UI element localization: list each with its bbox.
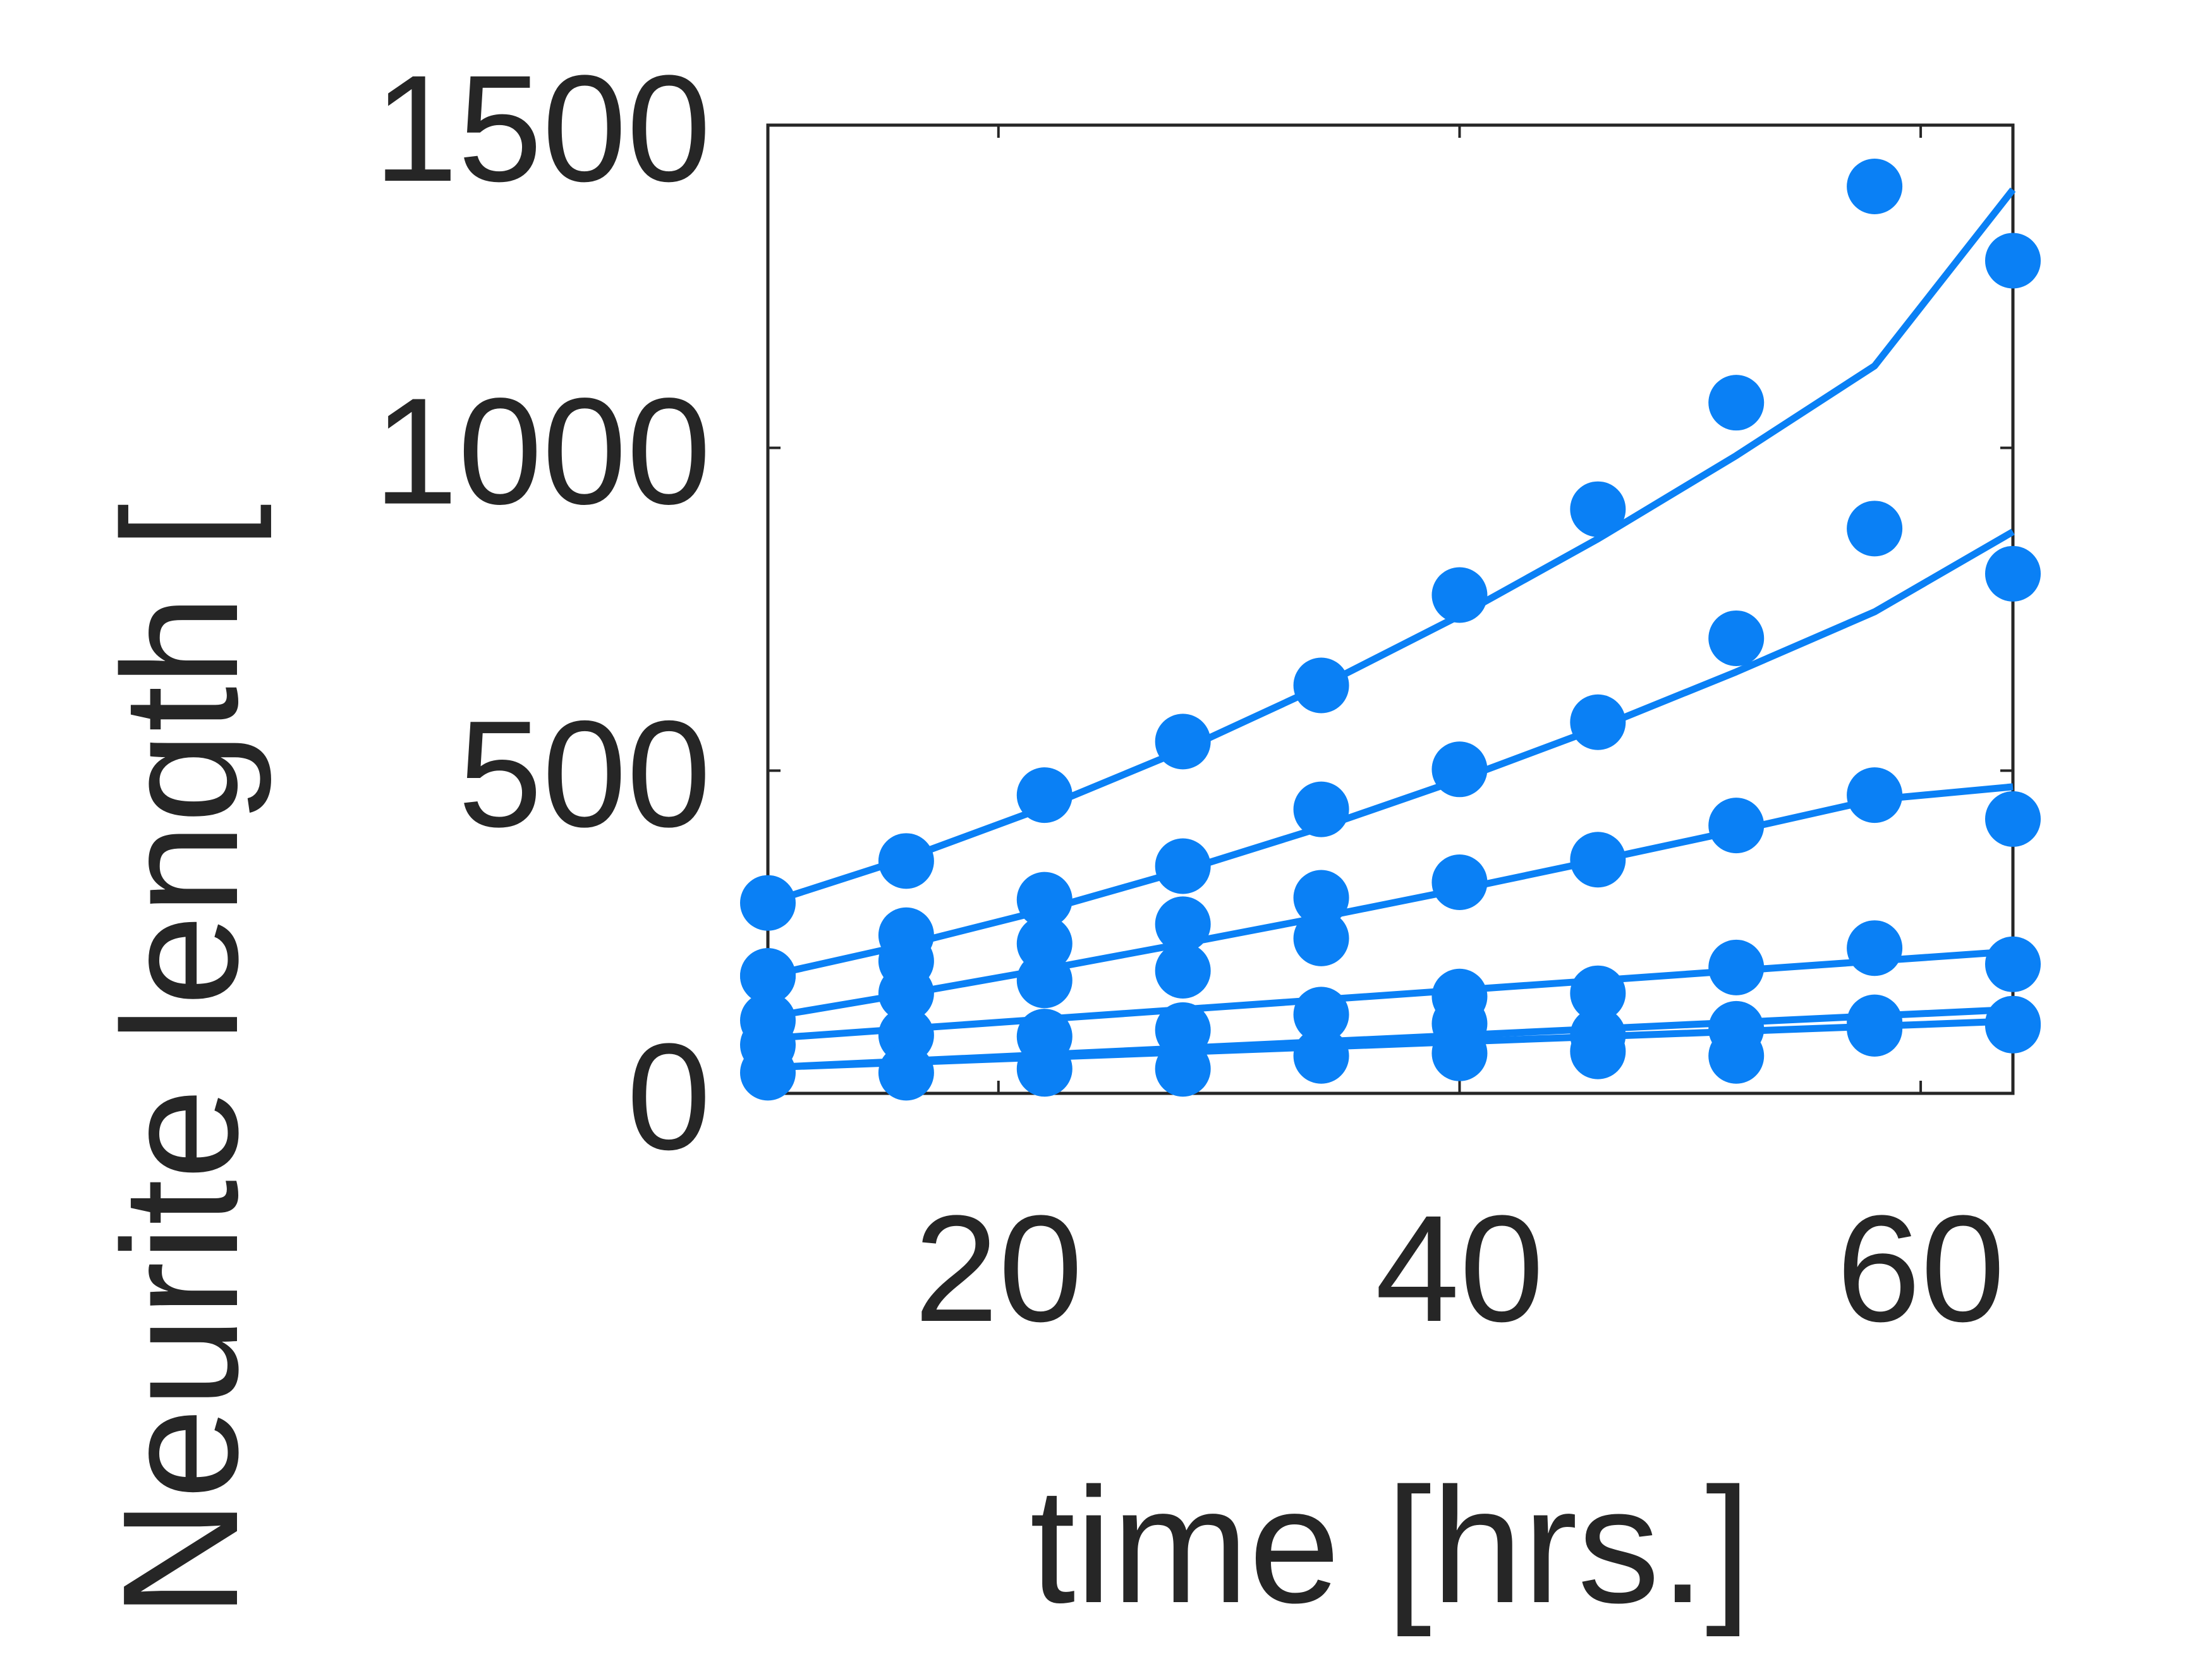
data-point (1293, 870, 1349, 926)
data-point (1847, 159, 1903, 215)
data-point (1708, 939, 1765, 995)
data-point (1847, 1000, 1903, 1057)
y-tick-labels: 0 500 1000 1500 (374, 44, 711, 1181)
y-axis-label: Neurite length [ (89, 503, 273, 1618)
data-point (1570, 832, 1626, 888)
x-axis-label: time [hrs.] (1030, 1454, 1751, 1638)
data-point (1155, 714, 1211, 770)
data-point (1016, 767, 1073, 823)
data-point (1708, 610, 1765, 666)
data-point (1985, 936, 2041, 992)
data-point (1431, 854, 1488, 911)
data-point (740, 1045, 796, 1101)
fit-line-3 (767, 783, 2014, 1021)
x-tick-labels: 20 40 60 (914, 1184, 2005, 1353)
data-point (1570, 694, 1626, 750)
data-point (740, 948, 796, 1004)
fit-line-4 (767, 947, 2014, 1042)
data-point (1985, 791, 2041, 847)
data-point (1293, 657, 1349, 714)
data-point (878, 1045, 934, 1101)
data-point (1847, 501, 1903, 557)
data-point (1293, 987, 1349, 1043)
data-point (740, 875, 796, 931)
data-point (1847, 920, 1903, 976)
data-point (1431, 567, 1488, 623)
data-point (1847, 767, 1903, 823)
fit-lines (767, 187, 2016, 1071)
x-tick-label: 60 (1837, 1184, 2005, 1353)
data-point (1293, 1028, 1349, 1084)
data-point (1708, 1028, 1765, 1084)
data-point (1155, 1041, 1211, 1097)
plot-area (766, 123, 2015, 1095)
fit-line-1 (767, 187, 2016, 906)
y-tick-label: 500 (458, 689, 711, 858)
data-point (1431, 1025, 1488, 1081)
x-tick-label: 40 (1375, 1184, 1544, 1353)
data-point (1570, 1023, 1626, 1079)
data-point (1016, 1041, 1073, 1097)
data-point (1293, 910, 1349, 966)
data-point (878, 833, 934, 889)
data-point (1155, 942, 1211, 999)
y-tick-label: 0 (627, 1012, 711, 1181)
data-point (1293, 781, 1349, 837)
data-point (1708, 798, 1765, 854)
data-point (1155, 1002, 1211, 1058)
data-point (1985, 233, 2041, 289)
x-tick-label: 20 (914, 1184, 1083, 1353)
data-point (1155, 896, 1211, 952)
data-point (878, 965, 934, 1021)
y-tick-label: 1000 (374, 367, 711, 536)
data-point (1985, 545, 2041, 602)
y-tick-label: 1500 (374, 44, 711, 213)
data-point (1016, 952, 1073, 1009)
data-points (740, 159, 2041, 1101)
axis-ticks (768, 124, 2013, 1095)
data-point (1431, 741, 1488, 798)
data-point (1985, 997, 2041, 1054)
data-point (1155, 838, 1211, 894)
data-point (1570, 481, 1626, 537)
fit-line-2 (767, 528, 2015, 980)
data-point (1016, 872, 1073, 928)
data-point (1708, 375, 1765, 431)
fit-line-6 (767, 1018, 2014, 1071)
data-point (1570, 965, 1626, 1021)
